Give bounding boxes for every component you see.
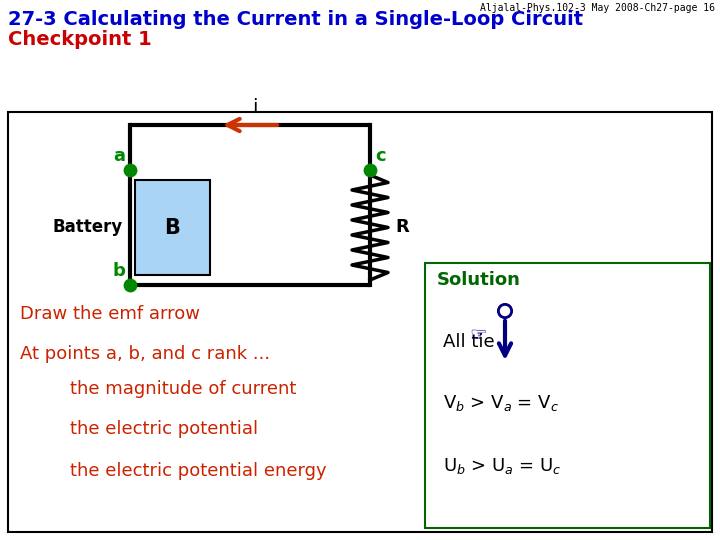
Text: R: R <box>395 219 409 237</box>
Text: c: c <box>375 147 386 165</box>
Text: At points a, b, and c rank ...: At points a, b, and c rank ... <box>20 345 270 363</box>
Text: V$_b$ > V$_a$ = V$_c$: V$_b$ > V$_a$ = V$_c$ <box>443 393 559 413</box>
Text: a: a <box>113 147 125 165</box>
Point <box>125 281 136 289</box>
Text: 27-3 Calculating the Current in a Single-Loop Circuit: 27-3 Calculating the Current in a Single… <box>8 10 583 29</box>
Text: i: i <box>252 98 258 117</box>
Circle shape <box>500 307 510 315</box>
Text: Checkpoint 1: Checkpoint 1 <box>8 30 152 49</box>
Text: Aljalal-Phys.102-3 May 2008-Ch27-page 16: Aljalal-Phys.102-3 May 2008-Ch27-page 16 <box>480 3 715 13</box>
Point <box>364 166 376 174</box>
Text: ☞: ☞ <box>469 326 487 345</box>
Point <box>125 166 136 174</box>
Bar <box>425 263 710 528</box>
Text: U$_b$ > U$_a$ = U$_c$: U$_b$ > U$_a$ = U$_c$ <box>443 456 562 476</box>
Circle shape <box>498 304 512 318</box>
Text: the electric potential: the electric potential <box>70 420 258 438</box>
Text: the magnitude of current: the magnitude of current <box>70 380 297 398</box>
Text: B: B <box>165 218 181 238</box>
Bar <box>135 180 210 275</box>
Text: Battery: Battery <box>53 219 123 237</box>
Text: Solution: Solution <box>437 271 521 289</box>
Text: the electric potential energy: the electric potential energy <box>70 462 327 480</box>
Bar <box>8 112 712 532</box>
Text: Draw the emf arrow: Draw the emf arrow <box>20 305 200 323</box>
Text: All tie: All tie <box>443 333 495 351</box>
Text: b: b <box>112 262 125 280</box>
